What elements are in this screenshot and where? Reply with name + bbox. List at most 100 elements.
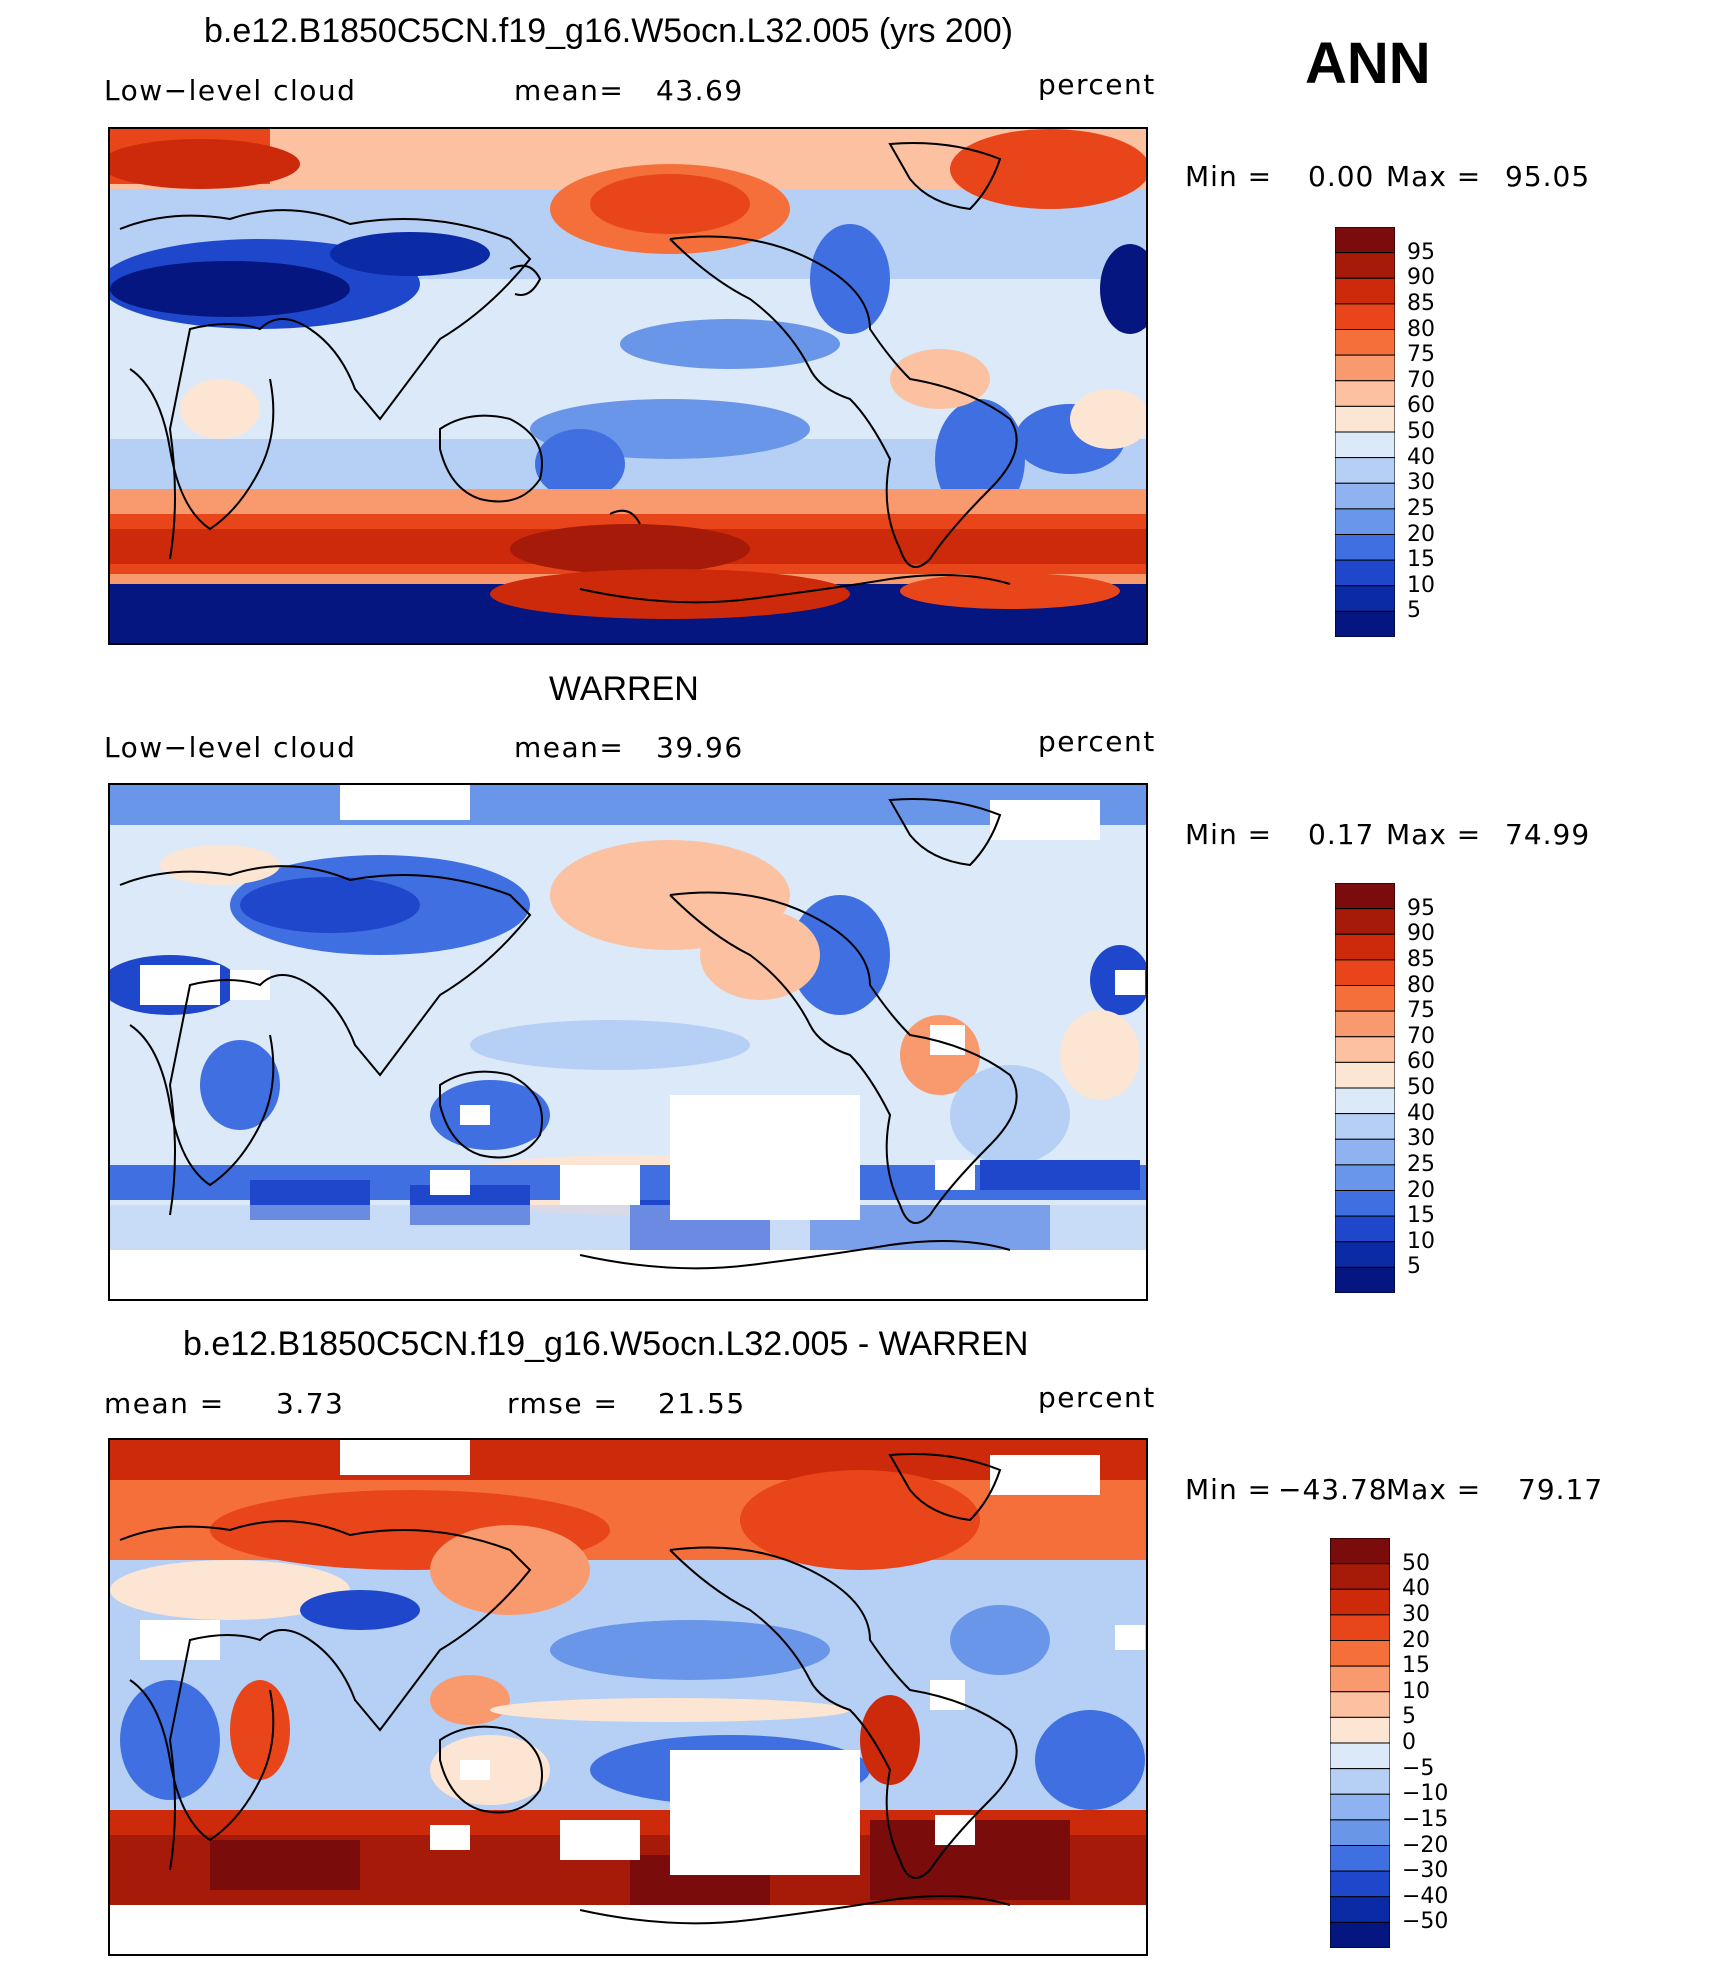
panel-obs-colorbar: 95 90 85 80 75 70 60 50 40 30 25 20 15 10 5 <box>1335 883 1435 1293</box>
colorbar-swatch <box>1330 1588 1390 1616</box>
colorbar-tick-label: 40 <box>1407 1100 1435 1126</box>
colorbar-tick-label: 80 <box>1407 972 1435 998</box>
colorbar-swatch <box>1335 329 1395 356</box>
colorbar-swatch <box>1335 1266 1395 1293</box>
panel-diff-max-value: 79.17 <box>1518 1473 1604 1506</box>
colorbar-tick-label: 25 <box>1407 495 1435 521</box>
colorbar-tick-label: −30 <box>1402 1858 1449 1884</box>
colorbar-swatch <box>1335 559 1395 587</box>
panel-obs-variable-label: Low−level cloud <box>104 731 357 764</box>
panel-obs-title: WARREN <box>549 670 699 708</box>
colorbar-tick-label: 50 <box>1407 419 1435 444</box>
colorbar-swatch <box>1335 585 1395 612</box>
colorbar-tick-label: 90 <box>1407 265 1435 291</box>
colorbar-swatch <box>1330 1896 1390 1923</box>
colorbar-swatch <box>1330 1870 1390 1898</box>
colorbar-tick-label: 30 <box>1407 470 1435 496</box>
panel-obs-max-label: Max = <box>1386 818 1482 851</box>
panel-diff-rmse-value: 21.55 <box>658 1387 746 1420</box>
colorbar-swatch <box>1335 959 1395 986</box>
colorbar-swatch <box>1335 303 1395 330</box>
colorbar-tick-label: −40 <box>1402 1883 1449 1909</box>
colorbar-tick-label: 10 <box>1407 572 1435 598</box>
colorbar-swatch <box>1335 883 1395 910</box>
panel-model-mean-label: mean= <box>514 74 625 107</box>
colorbar-swatch <box>1335 933 1395 961</box>
colorbar-tick-label: 5 <box>1407 598 1421 624</box>
colorbar-swatch <box>1330 1793 1390 1821</box>
colorbar-swatch <box>1335 354 1395 382</box>
colorbar-tick-label: −15 <box>1402 1806 1449 1832</box>
colorbar-tick-label: 80 <box>1407 316 1435 342</box>
panel-diff-title: b.e12.B1850C5CN.f19_g16.W5ocn.L32.005 - … <box>183 1325 1029 1363</box>
colorbar-tick-label: 85 <box>1407 946 1435 972</box>
panel-model-colorbar: 95 90 85 80 75 70 60 50 40 30 25 20 15 10 5 <box>1335 227 1435 637</box>
panel-obs-units: percent <box>1038 725 1156 758</box>
panel-diff-map <box>108 1438 1148 1956</box>
colorbar-tick-label: 10 <box>1402 1678 1430 1704</box>
colorbar-tick-label: 50 <box>1407 1075 1435 1100</box>
colorbar-tick-label: 0 <box>1402 1730 1416 1755</box>
colorbar-tick-label: 15 <box>1402 1653 1430 1679</box>
colorbar-swatch <box>1330 1921 1390 1948</box>
colorbar-tick-label: 20 <box>1407 1177 1435 1203</box>
colorbar-tick-label: 20 <box>1402 1627 1430 1653</box>
panel-obs-mean-label: mean= <box>514 731 625 764</box>
colorbar-tick-label: 60 <box>1407 1049 1435 1075</box>
colorbar-tick-label: −20 <box>1402 1832 1449 1858</box>
panel-obs-min-label: Min = <box>1185 818 1273 851</box>
colorbar-tick-label: 70 <box>1407 1023 1435 1049</box>
colorbar-swatch <box>1335 1138 1395 1166</box>
colorbar-tick-label: 30 <box>1407 1126 1435 1152</box>
panel-model-max-label: Max = <box>1386 160 1482 193</box>
colorbar-swatch <box>1330 1563 1390 1590</box>
colorbar-swatch <box>1335 1061 1395 1089</box>
colorbar-tick-label: 95 <box>1407 895 1435 921</box>
colorbar-tick-label: −50 <box>1402 1909 1449 1935</box>
panel-model-min-label: Min = <box>1185 160 1273 193</box>
panel-model-title: b.e12.B1850C5CN.f19_g16.W5ocn.L32.005 (y… <box>204 12 1013 50</box>
colorbar-swatch <box>1335 985 1395 1012</box>
colorbar-swatch <box>1330 1665 1390 1693</box>
panel-diff-rmse-label: rmse = <box>507 1387 619 1420</box>
panel-diff-min-value: −43.78 <box>1278 1473 1388 1506</box>
colorbar-swatch <box>1330 1768 1390 1795</box>
colorbar-swatch <box>1330 1845 1390 1872</box>
colorbar-tick-label: 75 <box>1407 342 1435 368</box>
colorbar-swatch <box>1330 1691 1390 1718</box>
panel-model-max-value: 95.05 <box>1505 160 1591 193</box>
panel-model-min-value: 0.00 <box>1308 160 1375 193</box>
colorbar-tick-label: 90 <box>1407 921 1435 947</box>
colorbar-swatch <box>1335 1241 1395 1268</box>
colorbar-swatch <box>1330 1819 1390 1846</box>
colorbar-svg <box>1335 883 1395 1293</box>
colorbar-swatch <box>1335 457 1395 484</box>
panel-obs-max-value: 74.99 <box>1505 818 1591 851</box>
colorbar-svg <box>1330 1538 1390 1948</box>
season-label: ANN <box>1305 31 1431 96</box>
panel-diff-mean-value: 3.73 <box>276 1387 345 1420</box>
colorbar-swatch <box>1335 534 1395 561</box>
colorbar-swatch <box>1335 610 1395 637</box>
colorbar-tick-label: 40 <box>1407 444 1435 470</box>
colorbar-swatch <box>1330 1538 1390 1565</box>
colorbar-tick-label: 50 <box>1402 1550 1430 1576</box>
colorbar-tick-label: 15 <box>1407 1203 1435 1229</box>
panel-model-mean-value: 43.69 <box>656 74 744 107</box>
colorbar-swatch <box>1330 1742 1390 1770</box>
colorbar-swatch <box>1335 1036 1395 1063</box>
colorbar-tick-label: 25 <box>1407 1151 1435 1177</box>
colorbar-swatch <box>1335 431 1395 459</box>
colorbar-swatch <box>1335 508 1395 535</box>
colorbar-swatch <box>1335 380 1395 407</box>
colorbar-swatch <box>1335 482 1395 510</box>
colorbar-swatch <box>1335 908 1395 935</box>
colorbar-swatch <box>1335 1164 1395 1191</box>
panel-model-variable-label: Low−level cloud <box>104 74 357 107</box>
panel-obs-min-value: 0.17 <box>1308 818 1375 851</box>
colorbar-swatch <box>1335 1113 1395 1140</box>
panel-diff-min-label: Min = <box>1185 1473 1273 1506</box>
panel-obs-mean-value: 39.96 <box>656 731 744 764</box>
colorbar-tick-label: 70 <box>1407 367 1435 393</box>
panel-model-units: percent <box>1038 68 1156 101</box>
